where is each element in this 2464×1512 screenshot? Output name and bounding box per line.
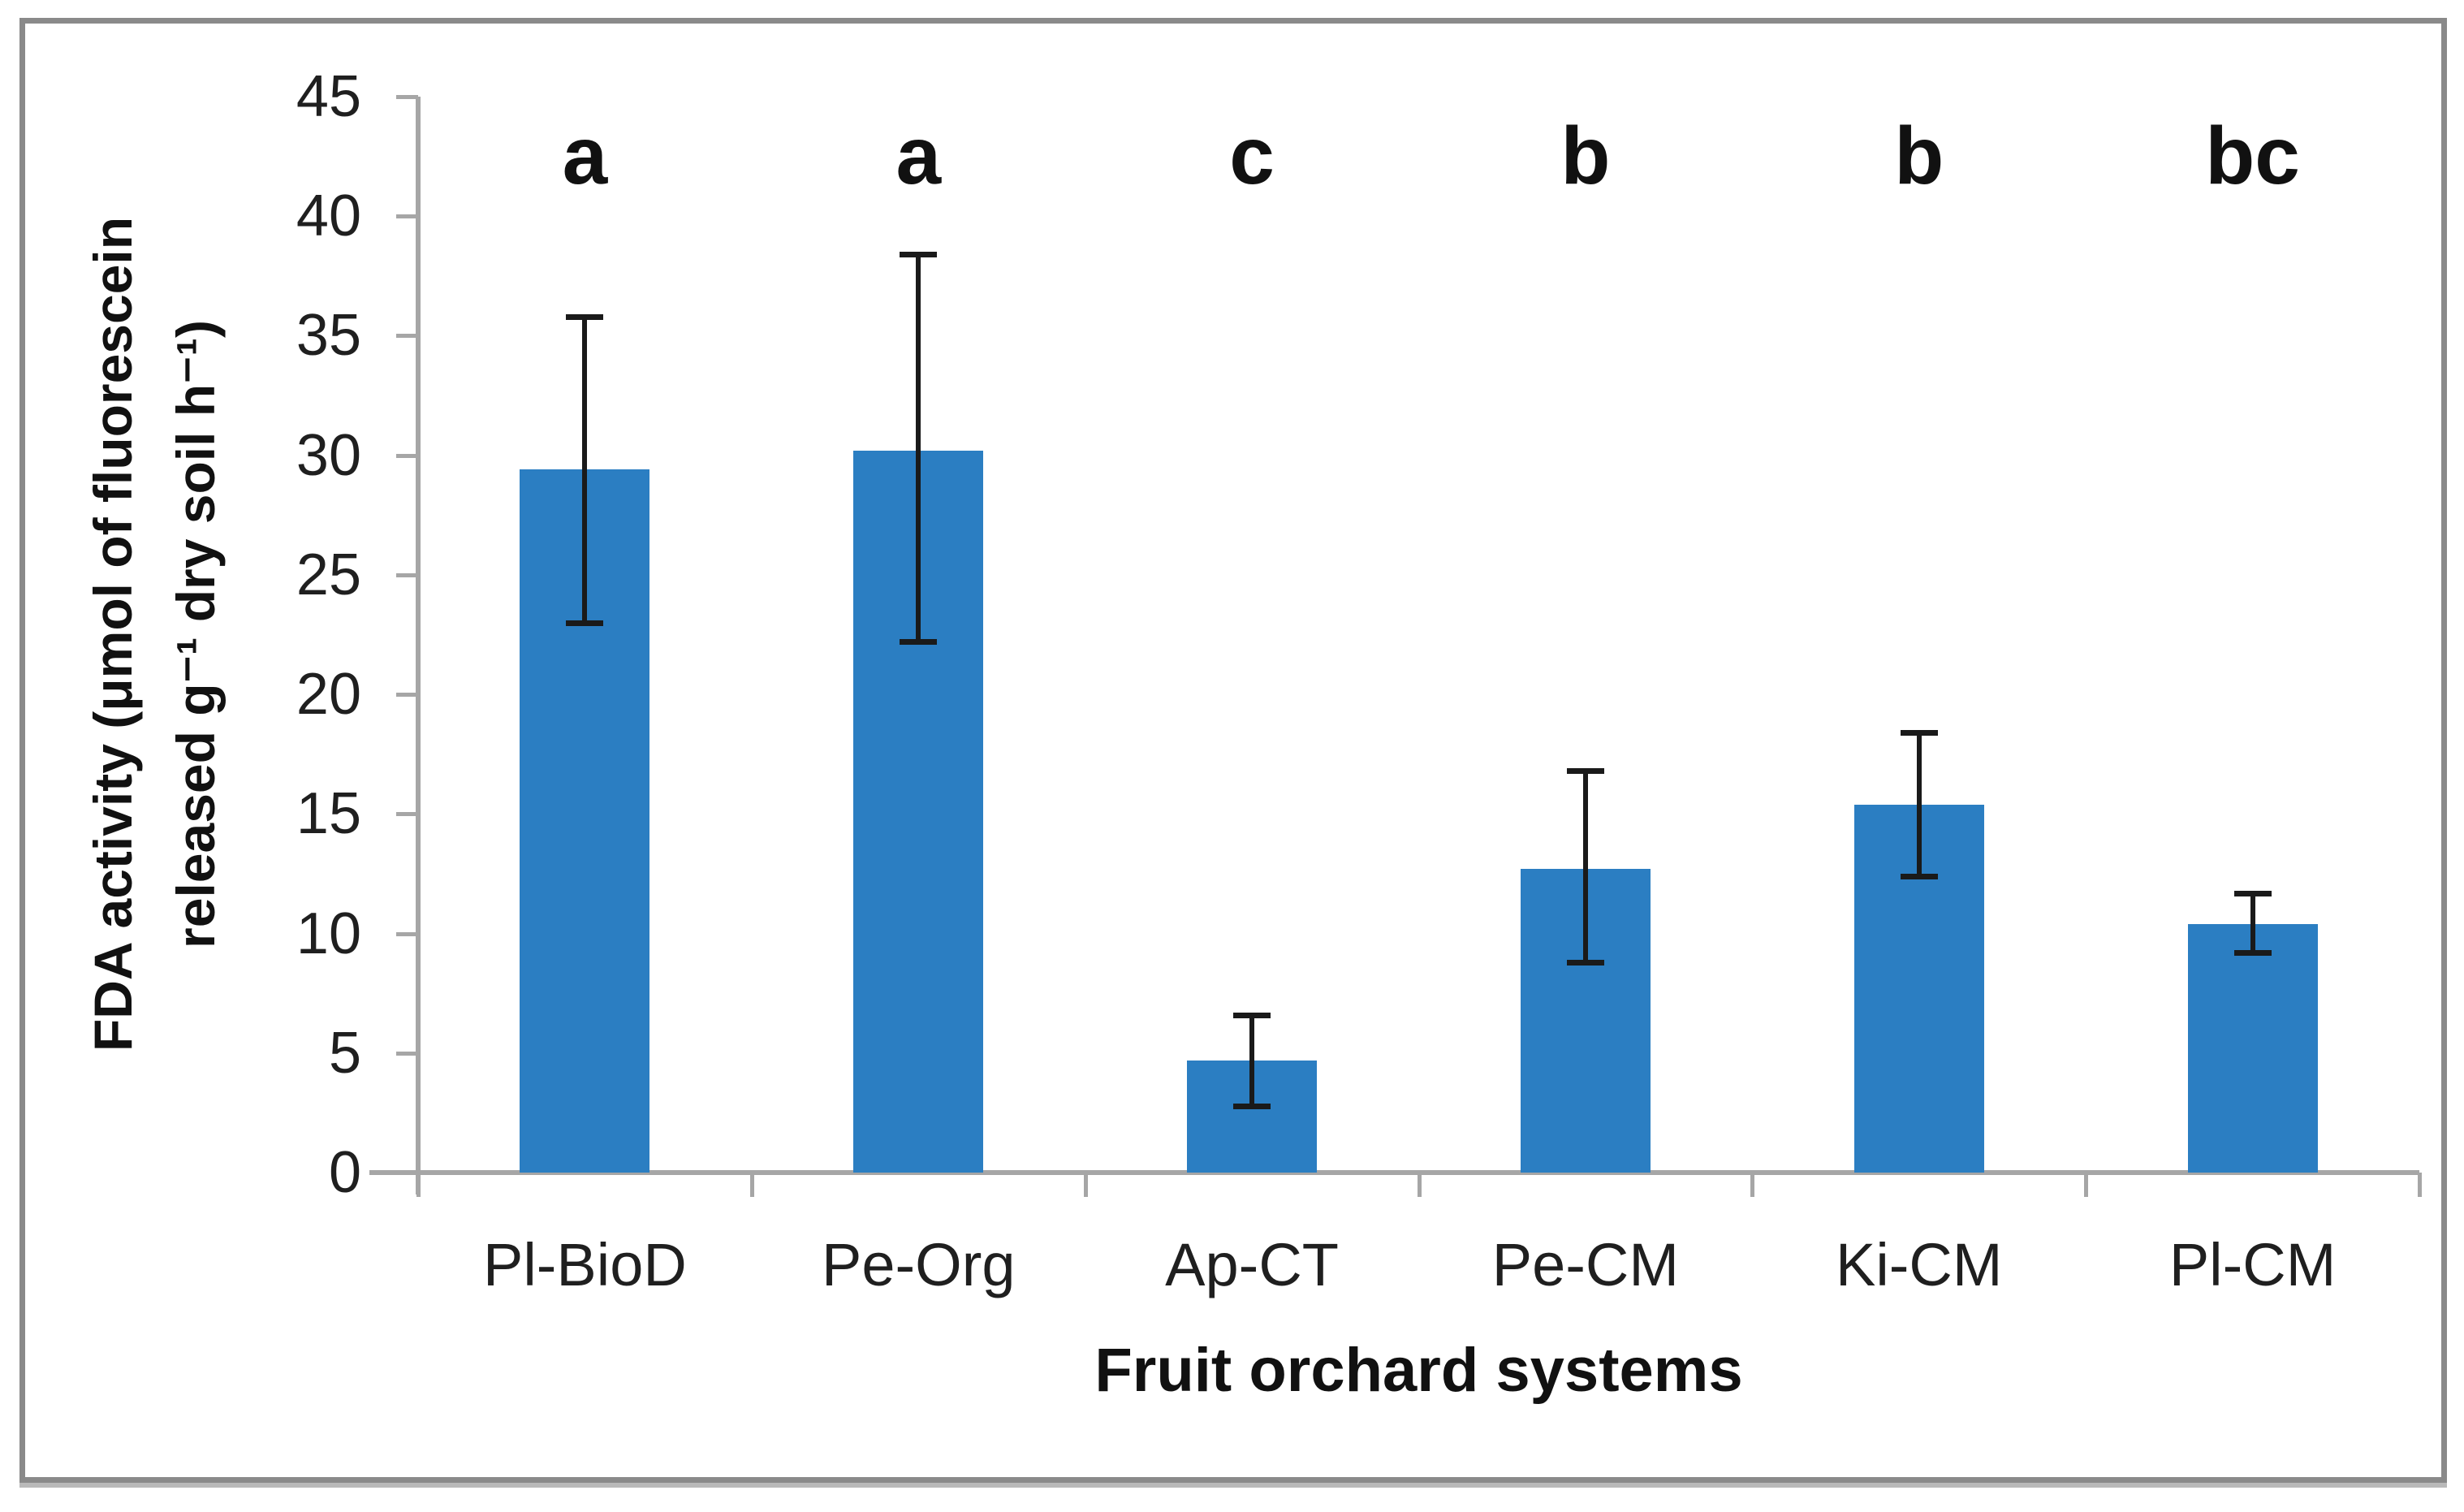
- error-bar-cap-top: [1566, 768, 1604, 775]
- error-bar-cap-top: [900, 252, 938, 258]
- y-tick: [396, 812, 418, 817]
- error-bar-cap-top: [566, 313, 604, 320]
- significance-letter: b: [1894, 110, 1944, 201]
- x-axis-line: [369, 1170, 2419, 1175]
- y-tick: [396, 95, 418, 99]
- error-bar-line: [582, 316, 588, 623]
- error-bar-cap-bottom: [1566, 959, 1604, 966]
- y-tick-label: 15: [296, 781, 361, 847]
- error-bar-cap-top: [2233, 890, 2272, 896]
- error-bar-line: [1249, 1014, 1255, 1106]
- y-axis-line: [416, 97, 421, 1194]
- y-tick-label: 40: [296, 184, 361, 249]
- error-bar-cap-top: [1233, 1012, 1271, 1018]
- y-tick-label: 30: [296, 422, 361, 488]
- y-axis-title-line2: released g⁻¹ dry soil h⁻¹): [166, 320, 226, 948]
- error-bar-cap-bottom: [2233, 950, 2272, 957]
- category-label: Pe-CM: [1491, 1231, 1680, 1298]
- x-tick: [1417, 1173, 1422, 1197]
- y-tick: [396, 334, 418, 339]
- y-tick-label: 25: [296, 542, 361, 607]
- category-label: Ap-CT: [1165, 1231, 1339, 1298]
- x-tick: [749, 1173, 754, 1197]
- y-tick: [396, 931, 418, 936]
- significance-letter: bc: [2205, 110, 2300, 201]
- error-bar-cap-bottom: [900, 639, 938, 646]
- bar: [2187, 923, 2318, 1173]
- error-bar-line: [1582, 771, 1588, 962]
- x-axis-title: Fruit orchard systems: [1094, 1336, 1743, 1405]
- x-tick: [1750, 1173, 1755, 1197]
- x-tick: [2084, 1173, 2089, 1197]
- error-bar-line: [2250, 892, 2255, 953]
- x-tick: [1083, 1173, 1088, 1197]
- significance-letter: b: [1560, 110, 1611, 201]
- x-tick: [2418, 1173, 2422, 1197]
- significance-letter: c: [1229, 110, 1275, 201]
- significance-letter: a: [562, 110, 608, 201]
- error-bar-line: [1916, 732, 1922, 876]
- category-label: Pe-Org: [821, 1231, 1016, 1298]
- y-tick: [396, 572, 418, 577]
- error-bar-cap-bottom: [1900, 873, 1938, 879]
- y-tick: [396, 453, 418, 458]
- category-label: Pl-CM: [2168, 1231, 2337, 1298]
- y-tick-label: 5: [328, 1020, 361, 1086]
- significance-letter: a: [895, 110, 942, 201]
- error-bar-cap-top: [1900, 730, 1938, 737]
- error-bar-cap-bottom: [566, 620, 604, 626]
- y-tick-label: 0: [328, 1140, 361, 1205]
- y-tick-label: 45: [296, 64, 361, 129]
- y-axis-title-line1: FDA activity (μmol of fluorescein: [83, 216, 143, 1052]
- y-tick: [396, 1051, 418, 1056]
- y-tick: [396, 214, 418, 219]
- x-tick: [416, 1173, 421, 1197]
- error-bar-line: [916, 254, 921, 642]
- y-tick-label: 10: [296, 901, 361, 966]
- y-tick: [396, 693, 418, 698]
- error-bar-cap-bottom: [1233, 1103, 1271, 1109]
- y-tick-label: 35: [296, 303, 361, 369]
- y-axis-title: FDA activity (μmol of fluorescein releas…: [71, 217, 237, 1052]
- category-label: Ki-CM: [1835, 1231, 2003, 1298]
- y-tick-label: 20: [296, 662, 361, 728]
- category-label: Pl-BioD: [482, 1231, 687, 1298]
- y-tick: [396, 1171, 418, 1175]
